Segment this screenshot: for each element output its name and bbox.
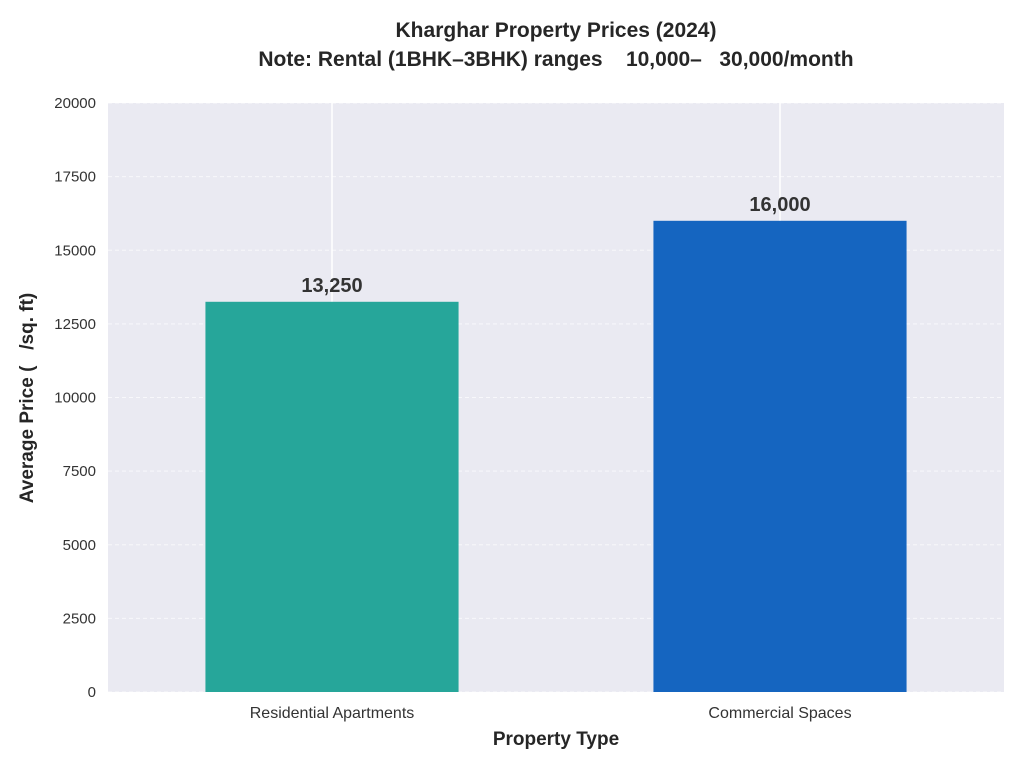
y-tick-label: 20000	[54, 95, 96, 112]
y-tick-label: 7500	[63, 463, 96, 480]
bar	[205, 301, 459, 692]
y-tick-label: 0	[88, 684, 96, 701]
x-tick-labels: Residential Apartments Commercial Spaces	[250, 705, 852, 722]
data-label: 16,000	[749, 194, 810, 216]
y-tick-label: 17500	[54, 169, 96, 186]
y-tick-label: 15000	[54, 242, 96, 259]
y-tick-label: 2500	[63, 610, 96, 627]
y-tick-label: 12500	[54, 316, 96, 333]
chart-subtitle: Note: Rental (1BHK–3BHK) ranges 10,000– …	[258, 48, 853, 71]
x-tick-label: Residential Apartments	[250, 705, 415, 722]
bar-layer	[205, 220, 907, 693]
bar	[653, 220, 907, 693]
chart-title: Kharghar Property Prices (2024)	[396, 19, 717, 42]
x-tick-label: Commercial Spaces	[708, 705, 851, 722]
data-labels: 13,250 16,000	[301, 194, 810, 297]
y-tick-label: 5000	[63, 537, 96, 554]
y-axis-label: Average Price ( /sq. ft)	[17, 293, 38, 503]
y-tick-label: 10000	[54, 390, 96, 407]
x-axis-label: Property Type	[493, 729, 619, 750]
y-tick-labels: 0 2500 5000 7500 10000 12500 15000 17500 20000	[54, 95, 96, 701]
data-label: 13,250	[301, 275, 362, 297]
